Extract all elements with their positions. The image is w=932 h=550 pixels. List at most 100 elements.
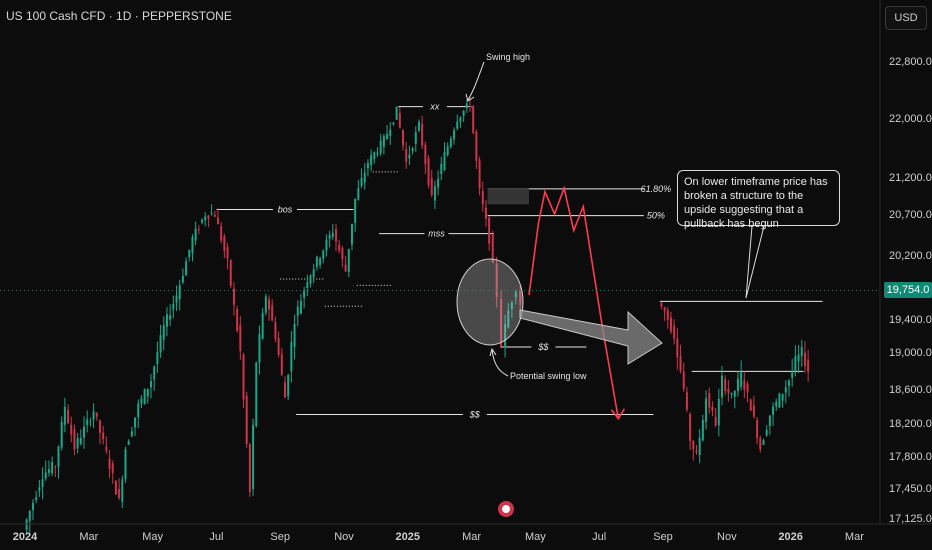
x-tick-label: May [525,531,546,543]
segment2-candle [711,406,714,412]
chart-title: US 100 Cash CFD · 1D · PEPPERSTONE [6,9,232,23]
segment1-candle [417,121,420,131]
segment1-candle [446,146,449,156]
x-tick-label: 2024 [13,531,38,543]
segment1-candle [207,215,210,219]
segment1-candle [331,232,334,237]
segment1-candle [220,225,223,241]
y-tick-label: 18,600.0 [889,384,932,396]
level-label-bg [424,226,449,239]
segment1-candle [35,497,38,501]
segment1-candle [28,511,31,521]
x-tick-label: Mar [79,531,98,543]
level-label-61.8: 61.80% [641,184,672,194]
segment1-candle [402,130,405,146]
segment1-candle [357,188,360,200]
segment1-candle [54,466,57,468]
x-tick-label: Jul [209,531,223,543]
swing-high-label: Swing high [486,52,530,62]
segment2-candle [740,371,743,387]
segment1-candle [159,335,162,353]
y-tick-label: 17,450.0 [889,483,932,495]
segment2-candle [666,310,669,320]
horizontal-levels: bos xx mss 61.80% 50% $$ $$ [216,99,823,420]
segment1-candle [258,334,261,363]
segment1-candle [98,420,101,433]
segment1-candle [226,247,229,259]
y-tick-label: 21,200.0 [889,172,932,184]
swing-high-arrowhead [465,93,475,102]
segment1-candle [255,362,258,427]
price-series [25,97,810,533]
segment1-candle [398,113,401,128]
segment1-candle [283,382,286,398]
segment1-candle [146,388,149,397]
segment1-candle [319,258,322,266]
y-tick-label: 17,800.0 [889,451,932,463]
segment1-candle [89,421,92,423]
segment2-candle [698,437,701,455]
segment1-candle [472,105,475,133]
segment1-candle [481,191,484,205]
segment1-candle [306,282,309,289]
segment2-candle [685,392,688,410]
segment1-candle [350,223,353,245]
y-tick-label: 20,700.0 [889,209,932,221]
segment1-candle [153,366,156,380]
segment2-candle [705,398,708,422]
segment1-candle [127,441,130,445]
segment1-candle [495,264,498,298]
y-tick-label: 19,400.0 [889,314,932,326]
segment1-candle [181,275,184,283]
segment2-candle [781,393,784,401]
logo-badge-inner [502,505,510,513]
segment1-candle [424,144,427,165]
segment2-candle [775,401,778,407]
current-price-tag: 19,754.0 [884,282,932,298]
segment1-candle [188,249,191,257]
fvg-zone [487,188,530,205]
segment1-candle [392,122,395,125]
segment1-candle [315,256,318,267]
x-axis: 2024 Mar May Jul Sep Nov 2025 Mar May Jul Sep Nov 20… [13,531,864,543]
segment1-candle [172,304,175,310]
segment1-candle [465,103,468,108]
segment1-candle [440,163,443,175]
x-tick-label: 2025 [396,531,420,543]
segment2-candle [756,420,759,439]
segment1-candle [456,121,459,129]
segment1-candle [504,323,507,348]
x-tick-label: Sep [653,531,673,543]
segment2-candle [676,338,679,357]
segment2-candle [759,438,762,450]
segment1-candle [478,160,481,189]
segment1-candle [488,217,491,244]
swing-low-pointer [491,349,509,377]
segment1-candle [156,352,159,365]
fvg-box [487,188,530,205]
segment1-candle [411,148,414,152]
segment2-candle [724,379,727,392]
segment1-candle [210,213,213,215]
swing-low-label: Potential swing low [510,371,587,381]
segment2-candle [714,416,717,426]
segment1-candle [242,354,245,400]
segment1-candle [437,178,440,188]
segment1-candle [67,409,70,423]
segment2-candle [784,387,787,393]
segment1-candle [373,152,376,160]
segment2-candle [791,370,794,378]
segment1-candle [427,158,430,186]
projection-arrowhead [610,408,626,421]
callout-tail [745,225,765,299]
segment1-candle [469,106,472,108]
segment1-candle [354,198,357,223]
segment1-candle [341,248,344,260]
currency-button[interactable]: USD [885,6,927,30]
segment1-candle [277,338,280,355]
segment1-candle [143,389,146,404]
segment2-candle [762,440,765,445]
segment1-candle [108,458,111,469]
segment1-candle [510,302,513,309]
